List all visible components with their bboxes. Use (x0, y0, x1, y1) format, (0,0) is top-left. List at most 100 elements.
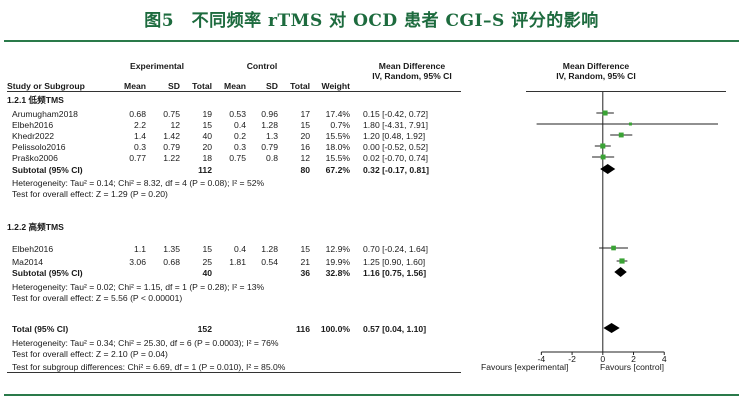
x-tick-label: 0 (600, 354, 605, 364)
total-e: 19 (202, 109, 212, 119)
subtotal-ci: 1.16 [0.75, 1.56] (363, 268, 427, 278)
header-total-e: Total (192, 81, 212, 91)
total-total-c: 116 (296, 324, 310, 334)
total-overall-effect-text: Test for overall effect: Z = 2.10 (P = 0… (12, 349, 168, 359)
sd-e: 1.35 (163, 244, 180, 254)
study-marker (600, 154, 606, 160)
study-marker (619, 258, 625, 264)
sd-c: 1.3 (266, 131, 278, 141)
sd-e: 12 (170, 120, 180, 130)
mean-c: 0.75 (229, 153, 246, 163)
total-diamond (603, 323, 620, 333)
mean-e: 1.4 (134, 131, 146, 141)
favours-control-label: Favours [control] (600, 362, 664, 372)
sd-c: 0.96 (261, 109, 278, 119)
weight: 15.5% (325, 153, 350, 163)
total-c: 17 (300, 109, 310, 119)
table-bottom-rule (7, 372, 461, 373)
subtotal-weight: 32.8% (325, 268, 350, 278)
header-weight: Weight (321, 81, 350, 91)
mean-c: 0.3 (234, 142, 246, 152)
study-name: Elbeh2016 (12, 120, 54, 130)
ci-text: 0.02 [-0.70, 0.74] (363, 153, 428, 163)
total-c: 15 (300, 244, 310, 254)
weight: 0.7% (330, 120, 350, 130)
subgroup-title: 1.2.2 高频TMS (7, 222, 64, 232)
total-c: 16 (300, 142, 310, 152)
header-md-right-sub: IV, Random, 95% CI (556, 71, 636, 81)
mean-e: 2.2 (134, 120, 146, 130)
ci-text: 1.80 [-4.31, 7.91] (363, 120, 428, 130)
subtotal-label: Subtotal (95% CI) (12, 268, 83, 278)
subtotal-ci: 0.32 [-0.17, 0.81] (363, 165, 429, 175)
study-name: Elbeh2016 (12, 244, 54, 254)
header-md-left: Mean Difference (378, 61, 446, 71)
header-sd-e: SD (168, 81, 180, 91)
total-ci: 0.57 [0.04, 1.10] (363, 324, 427, 334)
header-md-left-sub: IV, Random, 95% CI (372, 71, 452, 81)
weight: 18.0% (325, 142, 350, 152)
weight: 12.9% (325, 244, 350, 254)
total-c: 15 (300, 120, 310, 130)
study-marker (600, 143, 606, 149)
sd-e: 0.68 (163, 257, 180, 267)
mean-c: 0.4 (234, 244, 246, 254)
header-rule-right (526, 91, 726, 92)
total-heterogeneity-text: Heterogeneity: Tau² = 0.34; Chi² = 25.30… (12, 338, 279, 348)
subtotal-diamond (614, 267, 627, 277)
header-md-right: Mean Difference (562, 61, 630, 71)
sd-c: 1.28 (261, 244, 278, 254)
sd-c: 0.79 (261, 142, 278, 152)
overall-effect-text: Test for overall effect: Z = 5.56 (P < 0… (12, 293, 183, 303)
total-e: 40 (202, 131, 212, 141)
mean-c: 0.4 (234, 120, 246, 130)
weight: 15.5% (325, 131, 350, 141)
header-rule-left (7, 91, 461, 92)
heterogeneity-text: Heterogeneity: Tau² = 0.14; Chi² = 8.32,… (12, 178, 265, 188)
ci-text: 1.25 [0.90, 1.60] (363, 257, 426, 267)
mean-e: 0.77 (129, 153, 146, 163)
header-total-c: Total (290, 81, 310, 91)
total-e: 18 (202, 153, 212, 163)
figure-title: 图5 不同频率 rTMS 对 OCD 患者 CGI–S 评分的影响 (144, 11, 599, 31)
sd-c: 1.28 (261, 120, 278, 130)
study-marker (602, 110, 608, 116)
ci-text: 0.70 [-0.24, 1.64] (363, 244, 428, 254)
study-marker (618, 132, 624, 138)
study-name: Khedr2022 (12, 131, 55, 141)
x-tick-label: -2 (568, 354, 576, 364)
total-c: 12 (300, 153, 310, 163)
study-name: Pelissolo2016 (12, 142, 66, 152)
mean-c: 1.81 (229, 257, 246, 267)
total-total-e: 152 (197, 324, 212, 334)
study-marker (611, 245, 616, 251)
header-sd-c: SD (266, 81, 278, 91)
subtotal-diamond (600, 164, 616, 174)
header-control: Control (246, 61, 278, 71)
sd-e: 1.22 (163, 153, 180, 163)
overall-effect-text: Test for overall effect: Z = 1.29 (P = 0… (12, 189, 168, 199)
total-e: 25 (202, 257, 212, 267)
total-weight: 100.0% (320, 324, 350, 334)
total-e: 20 (202, 142, 212, 152)
ci-text: 0.15 [-0.42, 0.72] (363, 109, 428, 119)
heterogeneity-text: Heterogeneity: Tau² = 0.02; Chi² = 1.15,… (12, 282, 265, 292)
subgroup-title: 1.2.1 低频TMS (7, 95, 64, 105)
study-name: Arumugham2018 (12, 109, 78, 119)
subtotal-total-e: 112 (198, 165, 212, 175)
x-tick-label: 4 (662, 354, 667, 364)
subtotal-label: Subtotal (95% CI) (12, 165, 83, 175)
mean-e: 0.3 (134, 142, 146, 152)
header-study: Study or Subgroup (7, 81, 85, 91)
sd-c: 0.8 (266, 153, 278, 163)
study-name: Ma2014 (12, 257, 44, 267)
x-tick-label: -4 (538, 354, 546, 364)
mean-e: 1.1 (134, 244, 146, 254)
total-e: 15 (202, 120, 212, 130)
header-mean-e: Mean (124, 81, 146, 91)
subtotal-total-c: 36 (300, 268, 310, 278)
sd-e: 0.75 (163, 109, 180, 119)
total-c: 21 (300, 257, 310, 267)
bottom-rule (4, 394, 739, 396)
